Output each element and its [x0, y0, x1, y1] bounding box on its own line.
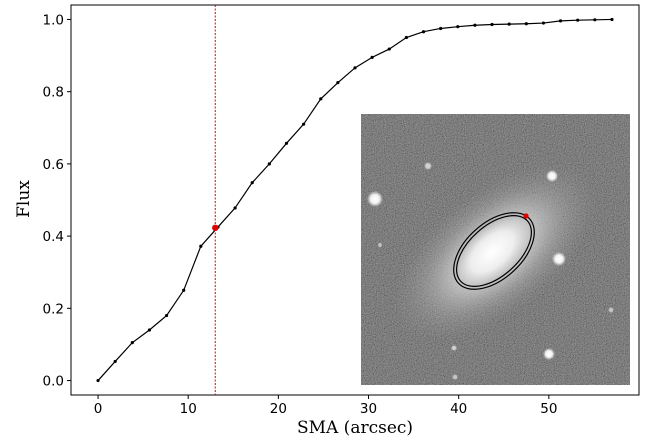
data-point	[473, 23, 477, 27]
star	[424, 162, 432, 170]
data-point	[199, 244, 203, 248]
data-point	[421, 30, 426, 34]
y-tick-label: 0.4	[43, 229, 64, 245]
data-point	[507, 22, 511, 26]
isophote-ellipse-outer	[453, 212, 535, 290]
x-axis-title: SMA (arcsec)	[297, 418, 413, 438]
data-point	[370, 55, 374, 59]
y-tick-label: 0.0	[43, 374, 64, 390]
star	[451, 345, 457, 351]
data-point	[610, 17, 614, 22]
axes-frame	[70, 4, 640, 396]
star	[367, 191, 383, 207]
star	[552, 252, 566, 266]
star	[452, 374, 458, 380]
y-axis-title: Flux	[14, 180, 34, 218]
highlight-point	[212, 224, 219, 232]
data-point	[387, 47, 391, 51]
data-point	[490, 22, 494, 27]
x-tick-label: 10	[180, 401, 197, 417]
data-point	[353, 66, 357, 70]
y-tick-label: 0.8	[43, 85, 64, 101]
data-point	[593, 18, 597, 22]
data-point	[456, 25, 460, 29]
data-point	[147, 328, 152, 332]
isophote-ellipse-inner	[456, 215, 532, 287]
x-tick-label: 20	[270, 401, 287, 417]
data-point	[439, 26, 443, 31]
data-point	[576, 18, 580, 22]
data-point	[164, 313, 169, 318]
y-tick-label: 0.6	[43, 157, 64, 173]
y-tick-label: 0.2	[43, 301, 64, 317]
data-point	[130, 341, 134, 345]
data-point	[319, 97, 323, 101]
data-point	[250, 181, 254, 185]
isophote-marker	[523, 213, 529, 219]
star	[543, 348, 555, 360]
data-point	[302, 122, 306, 126]
data-point	[284, 141, 289, 145]
galaxy-core	[455, 217, 529, 287]
x-tick-label: 40	[450, 401, 467, 417]
data-point	[404, 35, 408, 40]
star	[377, 242, 383, 248]
data-point	[96, 378, 100, 383]
data-point	[541, 21, 546, 25]
data-point	[524, 22, 528, 26]
plot-area: 0 10 20 30 40 50 0.0 0.2 0.4 0.6 0.8 1.0	[43, 4, 640, 417]
data-point	[336, 81, 340, 85]
data-point	[113, 359, 117, 364]
x-tick-label: 50	[540, 401, 557, 417]
star	[546, 170, 558, 182]
star	[608, 307, 614, 313]
data-point	[233, 206, 237, 210]
data-point	[182, 288, 186, 292]
data-point	[267, 162, 271, 166]
data-point	[558, 19, 563, 23]
x-tick-label: 0	[94, 401, 103, 417]
x-tick-label: 30	[360, 401, 377, 417]
isophote-ellipse	[453, 212, 535, 290]
y-tick-label: 1.0	[43, 12, 64, 28]
inset-galaxy-image	[361, 114, 630, 385]
